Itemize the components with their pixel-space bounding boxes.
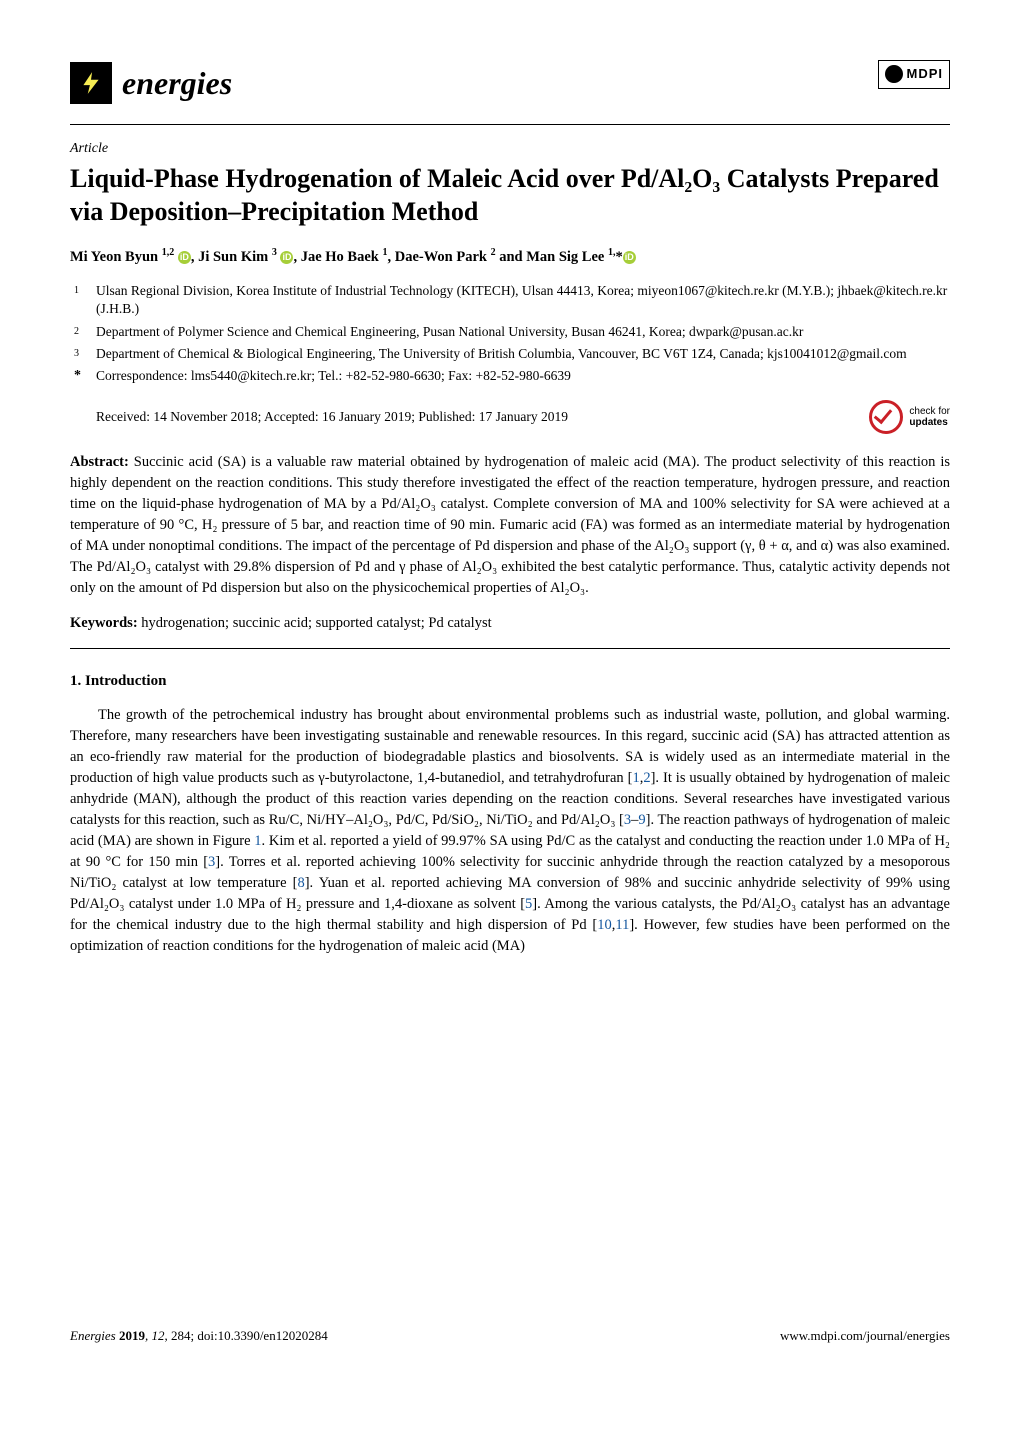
abstract: Abstract: Succinic acid (SA) is a valuab… xyxy=(70,452,950,599)
orcid-icon[interactable]: iD xyxy=(623,251,636,264)
affiliation: 1 Ulsan Regional Division, Korea Institu… xyxy=(96,282,950,318)
keywords-text: hydrogenation; succinic acid; supported … xyxy=(141,615,491,631)
figure-link[interactable]: 1 xyxy=(254,833,261,849)
citation-link[interactable]: 10 xyxy=(597,917,612,933)
footer-year: 2019 xyxy=(119,1328,145,1343)
abstract-text: Succinic acid (SA) is a valuable raw mat… xyxy=(70,454,950,596)
updates-line1: check for xyxy=(909,406,950,417)
affiliation: 2 Department of Polymer Science and Chem… xyxy=(96,323,950,341)
section-rule xyxy=(70,648,950,649)
affiliation-text: Department of Chemical & Biological Engi… xyxy=(96,345,907,363)
correspondence: * Correspondence: lms5440@kitech.re.kr; … xyxy=(96,367,950,386)
dates-row: Received: 14 November 2018; Accepted: 16… xyxy=(96,400,950,434)
abstract-label: Abstract: xyxy=(70,454,129,470)
dates-text: Received: 14 November 2018; Accepted: 16… xyxy=(96,407,568,427)
journal-logo: energies xyxy=(70,60,232,106)
keywords: Keywords: hydrogenation; succinic acid; … xyxy=(70,613,950,634)
affiliation-number: 3 xyxy=(74,345,96,363)
journal-name: energies xyxy=(122,60,232,106)
footer-volume: 12 xyxy=(151,1328,164,1343)
footer-rest: , 284; doi:10.3390/en12020284 xyxy=(164,1328,327,1343)
publisher-logo: MDPI xyxy=(878,60,951,89)
article-type: Article xyxy=(70,139,950,159)
mdpi-icon xyxy=(885,65,903,83)
citation-link[interactable]: 11 xyxy=(615,917,629,933)
top-rule xyxy=(70,124,950,125)
citation-link[interactable]: 2 xyxy=(643,770,650,786)
keywords-label: Keywords: xyxy=(70,615,138,631)
orcid-icon[interactable]: iD xyxy=(178,251,191,264)
check-circle-icon xyxy=(869,400,903,434)
authors-line: Mi Yeon Byun 1,2 iD, Ji Sun Kim 3 iD, Ja… xyxy=(70,246,950,268)
header-row: energies MDPI xyxy=(70,60,950,106)
footer-journal: Energies xyxy=(70,1328,116,1343)
affiliation-number: 2 xyxy=(74,323,96,341)
footer: Energies 2019, 12, 284; doi:10.3390/en12… xyxy=(70,1327,950,1346)
energies-logo-icon xyxy=(70,62,112,104)
affiliations-block: 1 Ulsan Regional Division, Korea Institu… xyxy=(96,282,950,386)
check-for-updates-badge[interactable]: check for updates xyxy=(869,400,950,434)
citation-link[interactable]: 9 xyxy=(638,812,645,828)
affiliation: 3 Department of Chemical & Biological En… xyxy=(96,345,950,363)
correspondence-star: * xyxy=(74,367,96,386)
publisher-label: MDPI xyxy=(907,65,944,84)
citation-link[interactable]: 1 xyxy=(632,770,639,786)
correspondence-text: Correspondence: lms5440@kitech.re.kr; Te… xyxy=(96,367,571,386)
updates-badge-text: check for updates xyxy=(909,406,950,428)
intro-paragraph: The growth of the petrochemical industry… xyxy=(70,705,950,957)
orcid-icon[interactable]: iD xyxy=(280,251,293,264)
citation-link[interactable]: 8 xyxy=(297,875,304,891)
section-heading: 1. Introduction xyxy=(70,671,950,693)
article-title: Liquid-Phase Hydrogenation of Maleic Aci… xyxy=(70,162,950,229)
affiliation-text: Department of Polymer Science and Chemic… xyxy=(96,323,803,341)
updates-line2: updates xyxy=(909,417,950,428)
footer-url[interactable]: www.mdpi.com/journal/energies xyxy=(780,1327,950,1346)
affiliation-number: 1 xyxy=(74,282,96,318)
lightning-bolt-icon xyxy=(78,70,104,96)
affiliation-text: Ulsan Regional Division, Korea Institute… xyxy=(96,282,950,318)
footer-citation: Energies 2019, 12, 284; doi:10.3390/en12… xyxy=(70,1327,328,1346)
